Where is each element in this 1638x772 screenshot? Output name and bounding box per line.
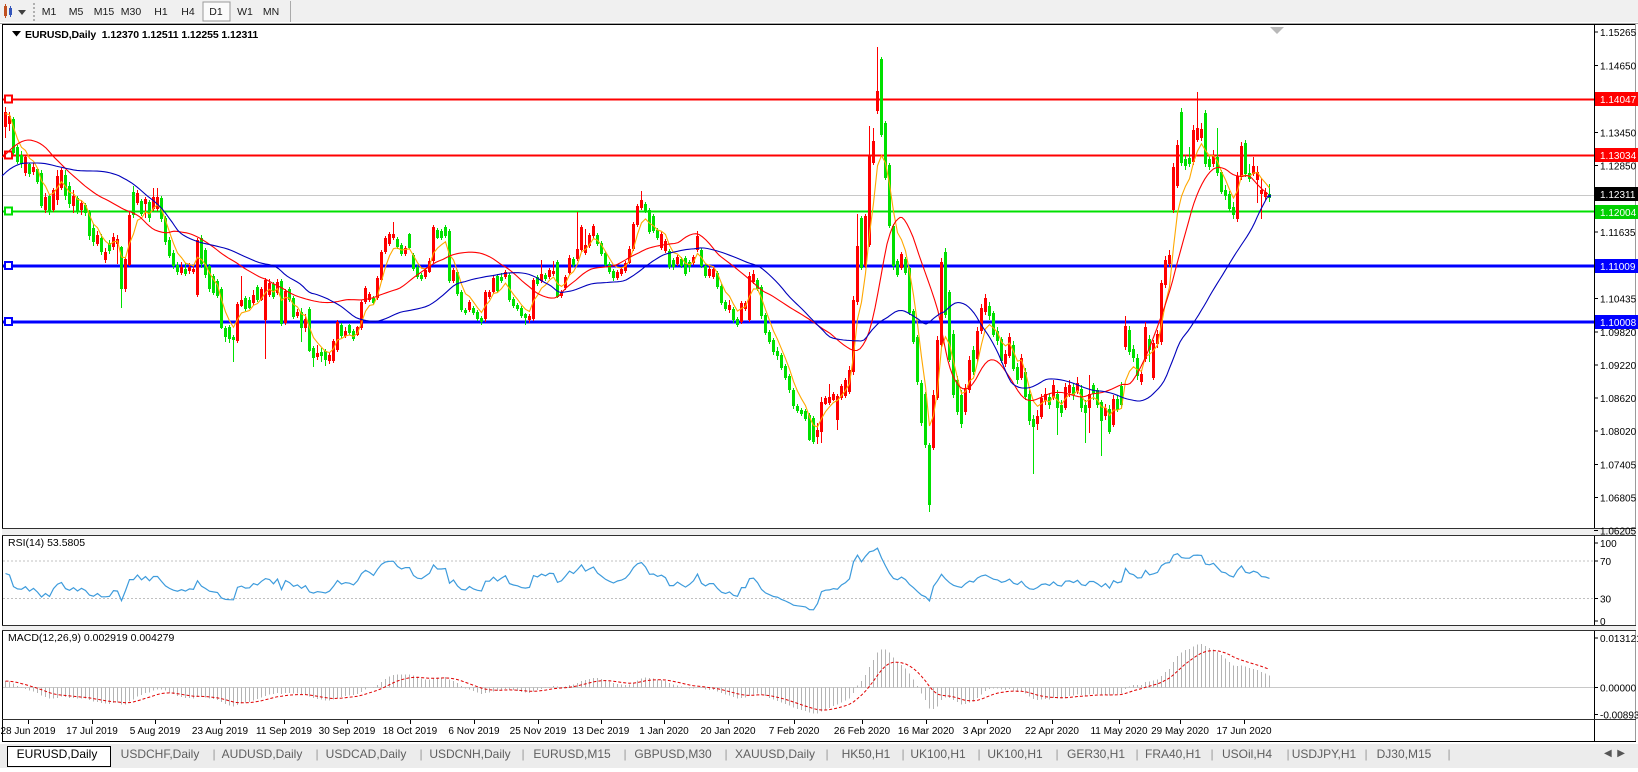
svg-text:EURUSD,Daily 1.12370 1.12511: EURUSD,Daily 1.12370 1.12511 1.12255 1.1…	[25, 29, 258, 41]
svg-text:29 May 2020: 29 May 2020	[1151, 726, 1209, 737]
svg-text:1.10008: 1.10008	[1600, 318, 1637, 329]
svg-text:7 Feb 2020: 7 Feb 2020	[769, 726, 820, 737]
svg-text:0.013121: 0.013121	[1600, 634, 1638, 645]
svg-text:18 Oct 2019: 18 Oct 2019	[383, 726, 438, 737]
svg-text:13 Dec 2019: 13 Dec 2019	[573, 726, 630, 737]
svg-text:1.12850: 1.12850	[1600, 162, 1637, 173]
svg-text:26 Feb 2020: 26 Feb 2020	[834, 726, 891, 737]
svg-text:1 Jan 2020: 1 Jan 2020	[639, 726, 689, 737]
svg-text:H4: H4	[181, 6, 195, 18]
svg-text:1.14650: 1.14650	[1600, 62, 1637, 73]
svg-text:16 Mar 2020: 16 Mar 2020	[898, 726, 955, 737]
svg-text:RSI(14) 53.5805: RSI(14) 53.5805	[8, 537, 85, 549]
svg-text:M1: M1	[42, 6, 57, 18]
svg-text:MN: MN	[263, 6, 279, 18]
svg-text:6 Nov 2019: 6 Nov 2019	[448, 726, 500, 737]
svg-text:17 Jul 2019: 17 Jul 2019	[66, 726, 118, 737]
svg-text:1.07405: 1.07405	[1600, 461, 1637, 472]
svg-text:1.13034: 1.13034	[1600, 151, 1637, 162]
svg-text:M15: M15	[94, 6, 115, 18]
svg-text:11 Sep 2019: 11 Sep 2019	[256, 726, 312, 737]
svg-text:W1: W1	[237, 6, 253, 18]
svg-text:1.10435: 1.10435	[1600, 295, 1637, 306]
svg-text:D1: D1	[209, 6, 223, 18]
svg-text:-0.008931: -0.008931	[1600, 711, 1638, 722]
svg-text:MACD(12,26,9) 0.002919 0.00427: MACD(12,26,9) 0.002919 0.004279	[8, 632, 175, 644]
svg-text:17 Jun 2020: 17 Jun 2020	[1216, 726, 1271, 737]
svg-text:11 May 2020: 11 May 2020	[1090, 726, 1148, 737]
svg-text:M5: M5	[69, 6, 84, 18]
svg-text:30 Sep 2019: 30 Sep 2019	[319, 726, 376, 737]
svg-text:1.06805: 1.06805	[1600, 494, 1637, 505]
svg-text:3 Apr 2020: 3 Apr 2020	[963, 726, 1012, 737]
svg-text:1.12004: 1.12004	[1600, 208, 1637, 219]
svg-text:100: 100	[1600, 539, 1617, 550]
svg-text:70: 70	[1600, 557, 1612, 568]
svg-text:1.13450: 1.13450	[1600, 129, 1637, 140]
svg-text:H1: H1	[154, 6, 168, 18]
svg-text:1.11635: 1.11635	[1600, 228, 1636, 239]
svg-text:1.15265: 1.15265	[1600, 28, 1637, 39]
svg-text:23 Aug 2019: 23 Aug 2019	[192, 726, 249, 737]
svg-text:1.11009: 1.11009	[1600, 262, 1636, 273]
svg-text:1.14047: 1.14047	[1600, 95, 1637, 106]
svg-text:1.09820: 1.09820	[1600, 328, 1637, 339]
svg-text:25 Nov 2019: 25 Nov 2019	[510, 726, 567, 737]
svg-text:30: 30	[1600, 595, 1612, 606]
svg-text:1.09220: 1.09220	[1600, 361, 1637, 372]
svg-text:0.00000: 0.00000	[1600, 684, 1637, 695]
svg-text:1.06205: 1.06205	[1600, 527, 1637, 538]
svg-text:5 Aug 2019: 5 Aug 2019	[130, 726, 181, 737]
svg-text:1.12311: 1.12311	[1600, 190, 1636, 201]
svg-text:M30: M30	[121, 6, 142, 18]
svg-text:1.08020: 1.08020	[1600, 427, 1637, 438]
svg-text:1.08620: 1.08620	[1600, 394, 1637, 405]
svg-text:0: 0	[1600, 617, 1606, 628]
svg-text:28 Jun 2019: 28 Jun 2019	[0, 726, 55, 737]
svg-text:20 Jan 2020: 20 Jan 2020	[700, 726, 755, 737]
svg-text:22 Apr 2020: 22 Apr 2020	[1025, 726, 1079, 737]
